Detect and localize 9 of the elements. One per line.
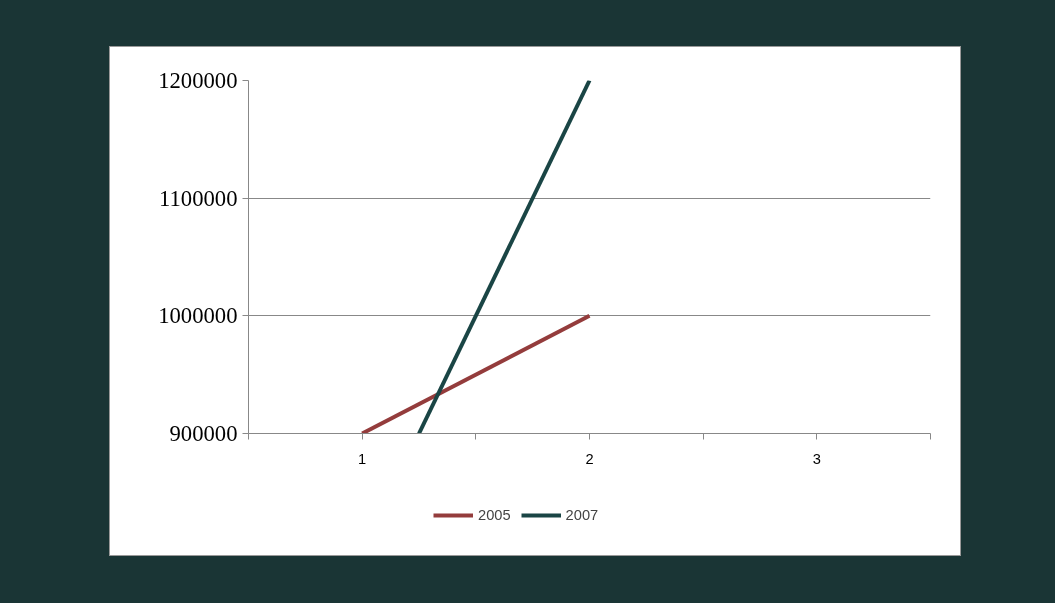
y-tick-label: 1200000 <box>158 68 238 93</box>
y-tick-label: 1000000 <box>158 303 238 329</box>
legend-label: 2005 <box>478 507 511 523</box>
x-tick-label: 1 <box>358 450 367 467</box>
x-tick-label: 2 <box>585 450 594 467</box>
y-tick-label: 900000 <box>169 421 238 446</box>
legend-label: 2007 <box>565 507 599 523</box>
x-tick-label: 3 <box>812 450 821 467</box>
y-tick-label: 1100000 <box>159 185 238 211</box>
